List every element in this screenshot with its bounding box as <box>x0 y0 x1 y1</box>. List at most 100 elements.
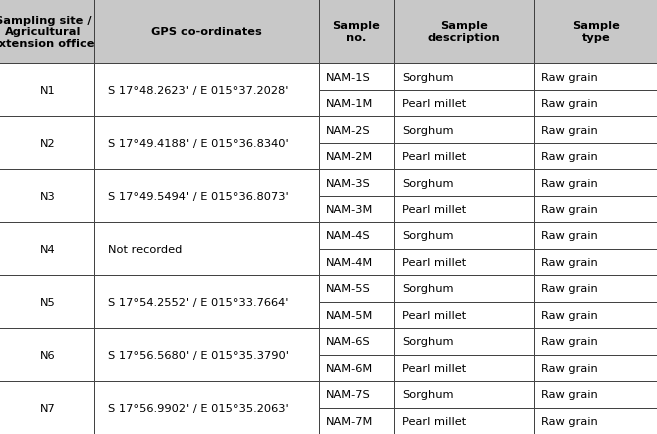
Text: S 17°56.5680' / E 015°35.3790': S 17°56.5680' / E 015°35.3790' <box>108 350 288 360</box>
Text: Raw grain: Raw grain <box>541 284 598 294</box>
Bar <box>0 276 94 329</box>
Text: Pearl millet: Pearl millet <box>402 363 466 373</box>
Bar <box>94 329 319 381</box>
Text: N5: N5 <box>40 297 56 307</box>
Bar <box>533 329 657 355</box>
Bar <box>533 64 657 91</box>
Text: NAM-6S: NAM-6S <box>326 337 371 346</box>
Bar <box>394 223 533 249</box>
Bar <box>319 196 394 223</box>
Bar <box>94 381 319 434</box>
Text: Sorghum: Sorghum <box>402 178 454 188</box>
Bar <box>319 117 394 144</box>
Bar <box>319 0 394 64</box>
Text: Sorghum: Sorghum <box>402 389 454 399</box>
Bar <box>94 276 319 329</box>
Text: Raw grain: Raw grain <box>541 72 598 82</box>
Bar <box>94 64 319 117</box>
Text: Raw grain: Raw grain <box>541 99 598 109</box>
Text: Sorghum: Sorghum <box>402 231 454 241</box>
Bar <box>533 223 657 249</box>
Text: Sorghum: Sorghum <box>402 72 454 82</box>
Text: N4: N4 <box>40 244 56 254</box>
Text: Pearl millet: Pearl millet <box>402 99 466 109</box>
Bar <box>319 144 394 170</box>
Text: Sample
type: Sample type <box>572 21 620 43</box>
Text: GPS co-ordinates: GPS co-ordinates <box>151 27 261 37</box>
Bar <box>533 408 657 434</box>
Bar <box>394 196 533 223</box>
Bar <box>394 355 533 381</box>
Bar <box>0 0 94 64</box>
Text: NAM-5M: NAM-5M <box>326 310 373 320</box>
Text: NAM-1M: NAM-1M <box>326 99 373 109</box>
Bar <box>319 64 394 91</box>
Text: NAM-6M: NAM-6M <box>326 363 373 373</box>
Text: Raw grain: Raw grain <box>541 337 598 346</box>
Text: Raw grain: Raw grain <box>541 363 598 373</box>
Text: Raw grain: Raw grain <box>541 125 598 135</box>
Text: Raw grain: Raw grain <box>541 416 598 426</box>
Bar <box>533 0 657 64</box>
Bar <box>533 170 657 196</box>
Bar <box>533 381 657 408</box>
Text: Raw grain: Raw grain <box>541 231 598 241</box>
Text: Sorghum: Sorghum <box>402 337 454 346</box>
Bar <box>0 329 94 381</box>
Text: NAM-7S: NAM-7S <box>326 389 371 399</box>
Bar <box>319 91 394 117</box>
Text: Raw grain: Raw grain <box>541 389 598 399</box>
Bar <box>533 355 657 381</box>
Bar <box>394 144 533 170</box>
Text: Sample
no.: Sample no. <box>332 21 380 43</box>
Bar <box>94 223 319 276</box>
Text: S 17°48.2623' / E 015°37.2028': S 17°48.2623' / E 015°37.2028' <box>108 85 288 95</box>
Bar <box>394 0 533 64</box>
Bar <box>319 355 394 381</box>
Bar <box>0 64 94 117</box>
Text: N7: N7 <box>40 403 56 413</box>
Text: Sample
description: Sample description <box>428 21 500 43</box>
Bar <box>94 0 319 64</box>
Text: S 17°49.4188' / E 015°36.8340': S 17°49.4188' / E 015°36.8340' <box>108 138 288 148</box>
Text: N2: N2 <box>40 138 56 148</box>
Text: Pearl millet: Pearl millet <box>402 416 466 426</box>
Text: Sorghum: Sorghum <box>402 284 454 294</box>
Bar <box>0 381 94 434</box>
Text: Sampling site /
Agricultural
extension office: Sampling site / Agricultural extension o… <box>0 16 95 49</box>
Bar <box>94 170 319 223</box>
Bar <box>319 408 394 434</box>
Text: NAM-1S: NAM-1S <box>326 72 371 82</box>
Bar <box>0 170 94 223</box>
Text: Raw grain: Raw grain <box>541 310 598 320</box>
Text: NAM-3M: NAM-3M <box>326 204 373 214</box>
Text: S 17°56.9902' / E 015°35.2063': S 17°56.9902' / E 015°35.2063' <box>108 403 288 413</box>
Bar <box>319 170 394 196</box>
Bar <box>319 249 394 276</box>
Bar <box>533 144 657 170</box>
Bar <box>319 223 394 249</box>
Text: NAM-4M: NAM-4M <box>326 257 373 267</box>
Text: Pearl millet: Pearl millet <box>402 257 466 267</box>
Bar <box>533 302 657 329</box>
Text: Not recorded: Not recorded <box>108 244 182 254</box>
Text: NAM-4S: NAM-4S <box>326 231 371 241</box>
Bar <box>94 117 319 170</box>
Text: Raw grain: Raw grain <box>541 204 598 214</box>
Text: NAM-3S: NAM-3S <box>326 178 371 188</box>
Bar <box>394 249 533 276</box>
Bar <box>394 117 533 144</box>
Bar <box>319 381 394 408</box>
Text: Sorghum: Sorghum <box>402 125 454 135</box>
Bar <box>319 302 394 329</box>
Bar <box>394 91 533 117</box>
Bar <box>394 381 533 408</box>
Text: NAM-2S: NAM-2S <box>326 125 371 135</box>
Bar <box>0 117 94 170</box>
Bar <box>394 64 533 91</box>
Text: S 17°54.2552' / E 015°33.7664': S 17°54.2552' / E 015°33.7664' <box>108 297 288 307</box>
Text: Pearl millet: Pearl millet <box>402 204 466 214</box>
Text: N1: N1 <box>40 85 56 95</box>
Bar <box>394 302 533 329</box>
Text: Pearl millet: Pearl millet <box>402 310 466 320</box>
